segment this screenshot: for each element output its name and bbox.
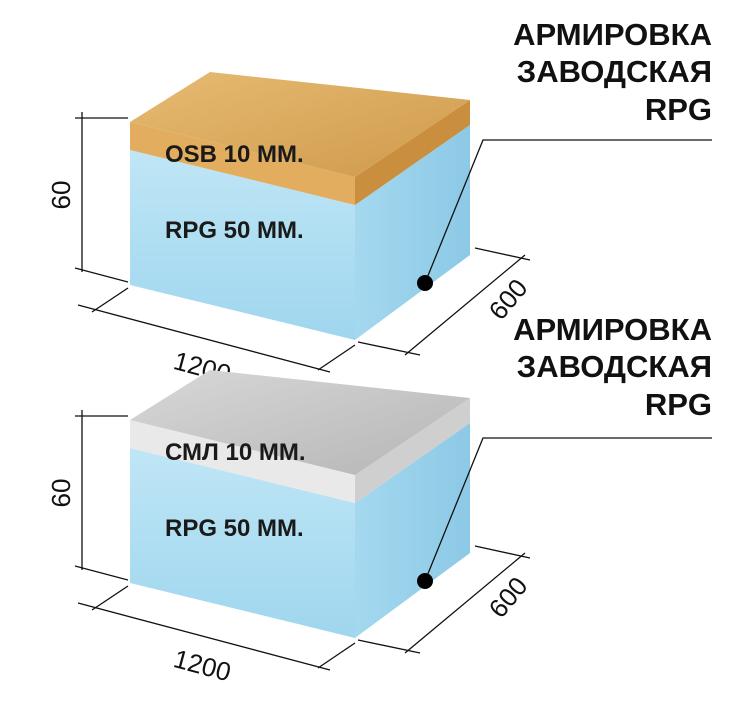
foam-front [130,448,355,638]
dim-line [77,602,331,671]
foam-side [355,125,470,340]
dim-line [74,565,129,581]
caption-line: RPG [645,92,712,127]
caption-line: АРМИРОВКА [513,312,712,347]
leader-dot [417,573,433,589]
leader-line [424,139,712,284]
board-top [130,370,470,475]
dim-line [91,287,129,313]
dim-label: 60 [46,181,76,210]
dim-line [404,552,526,654]
leader-line [424,437,712,582]
board-top [130,72,470,177]
layer-label: RPG 50 ММ. [165,515,304,542]
dim-line [91,585,129,611]
caption-line: RPG [645,387,712,422]
panel: СМЛ 10 ММ. RPG 50 ММ. АРМИРОВКАЗАВОДСКАЯRP… [46,312,712,687]
board-edge-front [130,420,355,503]
dim-label: 1200 [171,643,235,687]
dim-line [317,344,356,371]
dim-line [404,254,526,356]
dim-line [474,545,531,559]
caption-line: АРМИРОВКА [513,17,712,52]
layer-label: RPG 50 ММ. [165,217,304,244]
board-edge-front [130,122,355,205]
dim-line [474,247,531,261]
dim-line [77,304,331,373]
dim-line [357,341,421,356]
dim-label: 60 [46,479,76,508]
board-edge-side [355,398,470,503]
layer-label: СМЛ 10 ММ. [165,439,306,466]
dim-line [357,639,421,654]
layer-label: OSB 10 ММ. [165,141,304,168]
dim-label: 600 [483,571,534,624]
dim-line [74,267,129,283]
dim-line [317,642,356,669]
board-edge-side [355,100,470,205]
caption-line: ЗАВОДСКАЯ [517,54,712,89]
leader-dot [417,275,433,291]
foam-front [130,150,355,340]
caption-line: ЗАВОДСКАЯ [517,349,712,384]
foam-side [355,423,470,638]
